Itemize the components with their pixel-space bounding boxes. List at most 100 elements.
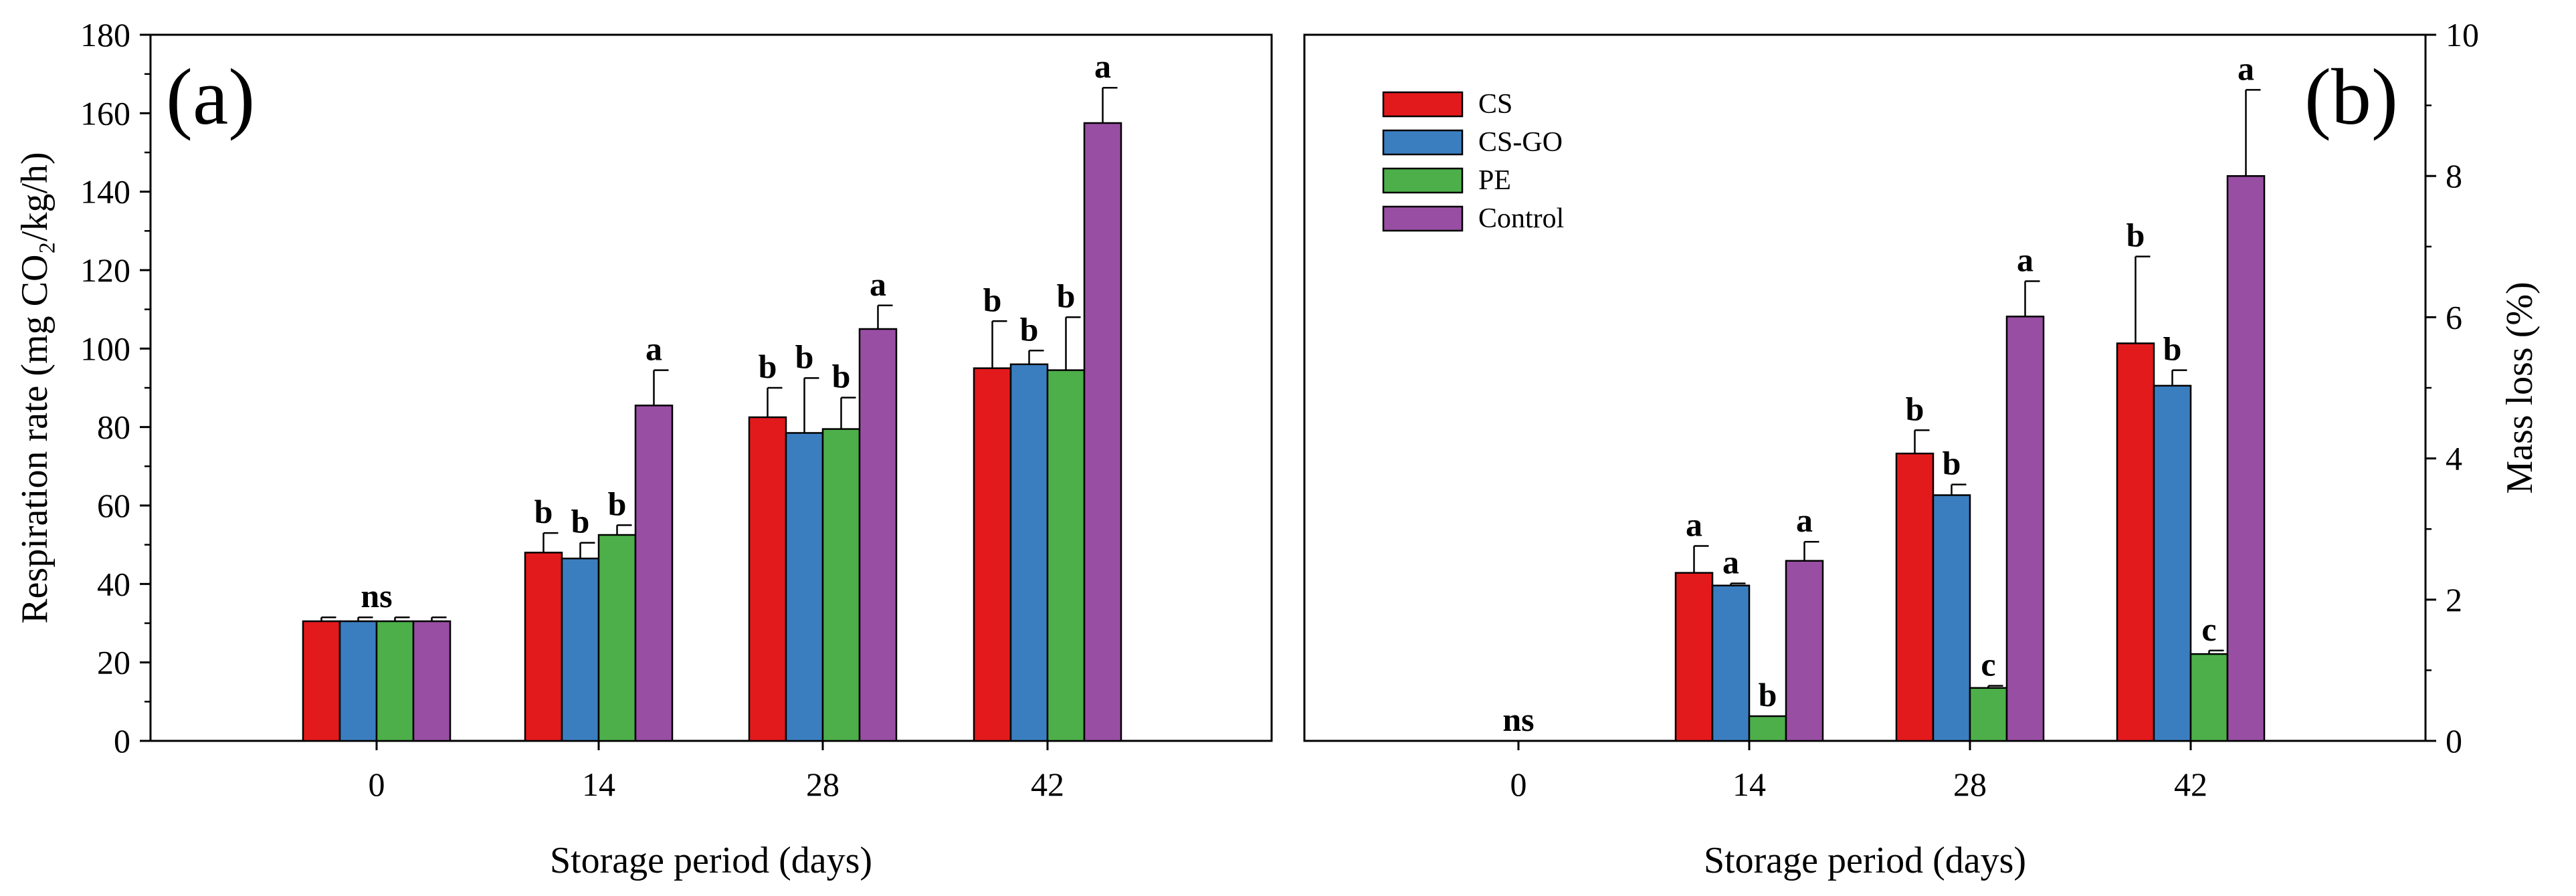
significance-cs-go-day-28: b [1943, 445, 1961, 482]
panel-a-y-axis-label: Respiration rate (mg CO₂/kg/h) [14, 152, 56, 623]
panel-b-label: (b) [2304, 52, 2398, 141]
bar-pe-day-0 [375, 620, 415, 742]
bar-cs-go-day-14 [1711, 584, 1751, 742]
bar-pe-day-42 [1046, 369, 1086, 742]
significance-control-day-28: a [2017, 241, 2034, 279]
x-tick-label: 28 [1953, 766, 1987, 803]
panel-b-bars [1674, 89, 2266, 742]
y-tick-label: 10 [2446, 16, 2479, 53]
x-tick-label: 42 [1031, 766, 1064, 803]
legend-label-cs: CS [1478, 89, 1512, 120]
significance-day-0: ns [361, 577, 392, 614]
y-tick-label: 100 [80, 330, 130, 367]
x-tick-label: 14 [582, 766, 615, 803]
significance-pe-day-42: c [2201, 610, 2216, 648]
bar-cs-day-42 [2116, 342, 2155, 742]
y-tick-label: 20 [97, 644, 130, 681]
bar-control-day-42 [2226, 175, 2266, 742]
x-tick-label: 0 [369, 766, 385, 803]
legend-swatch-pe [1382, 167, 1464, 194]
significance-control-day-14: a [1796, 501, 1813, 539]
x-tick-label: 42 [2174, 766, 2207, 803]
panel-a-x-axis-label: Storage period (days) [550, 840, 872, 881]
bar-cs-go-day-0 [338, 620, 378, 742]
bar-cs-day-14 [1674, 572, 1714, 742]
y-tick-label: 2 [2446, 581, 2462, 619]
significance-pe-day-14: b [1759, 676, 1777, 713]
significance-control-day-28: a [870, 265, 886, 303]
significance-cs-go-day-42: b [1020, 310, 1039, 348]
bar-cs-go-day-14 [561, 557, 600, 742]
bar-cs-day-42 [973, 367, 1012, 742]
y-tick-label: 160 [80, 94, 130, 132]
panel-a-y-ticks: 0 20 40 60 80 100 120 140 160 180 [80, 16, 151, 760]
bar-cs-go-day-42 [2153, 384, 2192, 742]
significance-cs-day-42: b [983, 281, 1002, 318]
legend-swatch-cs [1382, 91, 1464, 118]
y-tick-label: 8 [2446, 157, 2462, 195]
y-tick-label: 4 [2446, 440, 2462, 477]
significance-cs-go-day-28: b [795, 338, 814, 375]
legend-label-pe: PE [1478, 165, 1511, 196]
bar-pe-day-28 [821, 428, 861, 742]
y-tick-label: 180 [80, 16, 130, 53]
x-tick-label: 0 [1510, 766, 1527, 803]
panel-a-label: (a) [166, 52, 255, 141]
legend-label-control: Control [1478, 203, 1564, 234]
significance-cs-day-14: b [534, 493, 553, 530]
x-tick-label: 28 [806, 766, 839, 803]
y-tick-label: 40 [97, 565, 130, 602]
x-tick-label: 14 [1732, 766, 1766, 803]
significance-cs-go-day-14: a [1722, 544, 1739, 581]
bar-control-day-14 [634, 405, 674, 742]
significance-control-day-42: a [1094, 47, 1111, 85]
bar-pe-day-28 [1969, 687, 2008, 742]
significance-cs-day-28: b [1906, 390, 1924, 427]
bar-control-day-28 [2005, 316, 2045, 742]
significance-pe-day-14: b [608, 485, 627, 522]
y-tick-label: 80 [97, 409, 130, 446]
significance-cs-day-42: b [2126, 217, 2145, 254]
bar-cs-go-day-28 [785, 432, 824, 742]
y-tick-label: 120 [80, 251, 130, 289]
bar-cs-day-28 [748, 416, 787, 742]
bar-control-day-28 [858, 328, 898, 742]
y-tick-label: 6 [2446, 298, 2462, 336]
significance-pe-day-28: c [1981, 646, 1995, 683]
panel-a-bars [302, 86, 1122, 742]
panel-b-y-ticks: 0 2 4 6 8 10 [2425, 16, 2479, 760]
panel-a-x-ticks: 0 14 28 42 [369, 741, 1064, 803]
significance-control-day-42: a [2238, 49, 2254, 87]
significance-cs-day-28: b [759, 348, 777, 385]
significance-cs-day-14: a [1686, 506, 1702, 544]
bar-control-day-0 [412, 620, 452, 742]
panel-b-y-axis-label: Mass loss (%) [2499, 282, 2541, 493]
y-tick-label: 60 [97, 487, 130, 524]
bar-control-day-14 [1785, 560, 1824, 742]
significance-cs-go-day-14: b [571, 503, 590, 540]
significance-day-0: ns [1502, 701, 1534, 738]
bar-pe-day-14 [597, 534, 637, 742]
bar-cs-day-14 [524, 552, 563, 742]
bar-control-day-42 [1083, 122, 1122, 742]
bar-pe-day-42 [2189, 653, 2229, 742]
bar-cs-day-28 [1895, 452, 1935, 742]
significance-pe-day-28: b [832, 358, 851, 395]
bar-cs-go-day-28 [1932, 494, 1971, 742]
bar-cs-go-day-42 [1009, 363, 1049, 742]
significance-cs-go-day-42: b [2163, 330, 2182, 368]
legend-label-cs-go: CS-GO [1478, 127, 1563, 158]
bar-pe-day-14 [1748, 715, 1787, 742]
panel-b-x-axis-label: Storage period (days) [1704, 840, 2026, 881]
panel-b-legend: CS CS-GO PE Control [1382, 89, 1564, 234]
significance-control-day-14: a [646, 330, 662, 368]
y-tick-label: 0 [114, 722, 130, 760]
legend-swatch-cs-go [1382, 129, 1464, 156]
legend-swatch-control [1382, 205, 1464, 232]
significance-pe-day-42: b [1057, 277, 1076, 314]
panel-b-x-ticks: 0 14 28 42 [1510, 741, 2207, 803]
